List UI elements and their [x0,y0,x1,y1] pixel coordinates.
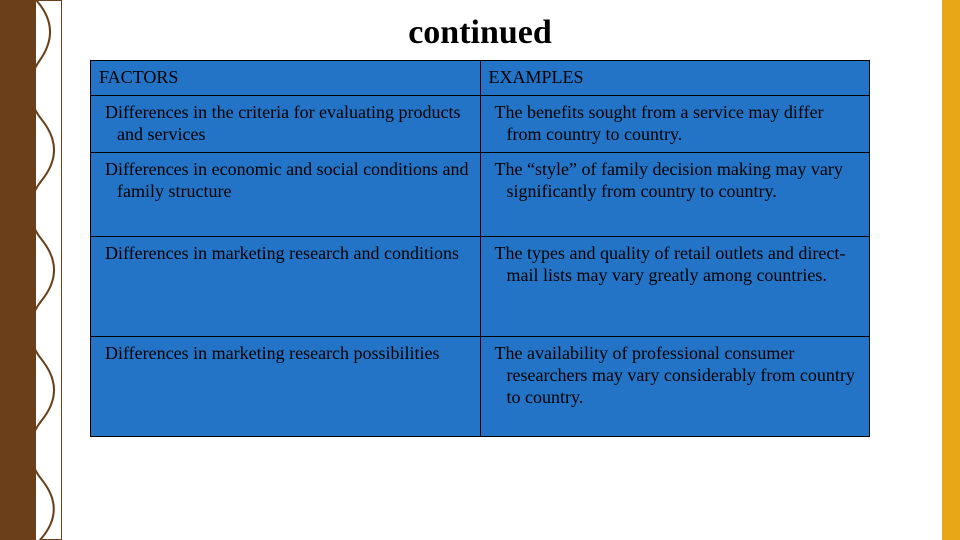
header-factors: FACTORS [91,61,481,96]
cell-factor: Differences in the criteria for evaluati… [91,95,481,152]
table-row: Differences in economic and social condi… [91,152,870,236]
slide-title: continued [0,14,960,52]
accent-stripe-right [942,0,960,540]
cell-example: The types and quality of retail outlets … [480,236,870,336]
cell-example: The “style” of family decision making ma… [480,152,870,236]
cell-text: Differences in marketing research and co… [99,243,472,265]
table-row: Differences in marketing research and co… [91,236,870,336]
cell-factor: Differences in marketing research and co… [91,236,481,336]
cell-text: Differences in the criteria for evaluati… [99,102,472,146]
cell-text: The availability of professional consume… [489,343,862,409]
accent-stripe-left [0,0,36,540]
header-examples: EXAMPLES [480,61,870,96]
cell-example: The availability of professional consume… [480,336,870,436]
wave-decor [36,0,62,540]
cell-text: The benefits sought from a service may d… [489,102,862,146]
table-row: Differences in the criteria for evaluati… [91,95,870,152]
cell-text: The “style” of family decision making ma… [489,159,862,203]
slide: continued FACTORS EXAMPLES Differences i… [0,0,960,540]
cell-text: Differences in economic and social condi… [99,159,472,203]
cell-factor: Differences in marketing research possib… [91,336,481,436]
cell-factor: Differences in economic and social condi… [91,152,481,236]
cell-text: Differences in marketing research possib… [99,343,472,365]
factors-table: FACTORS EXAMPLES Differences in the crit… [90,60,870,437]
table-row: Differences in marketing research possib… [91,336,870,436]
cell-example: The benefits sought from a service may d… [480,95,870,152]
cell-text: The types and quality of retail outlets … [489,243,862,287]
table-header-row: FACTORS EXAMPLES [91,61,870,96]
